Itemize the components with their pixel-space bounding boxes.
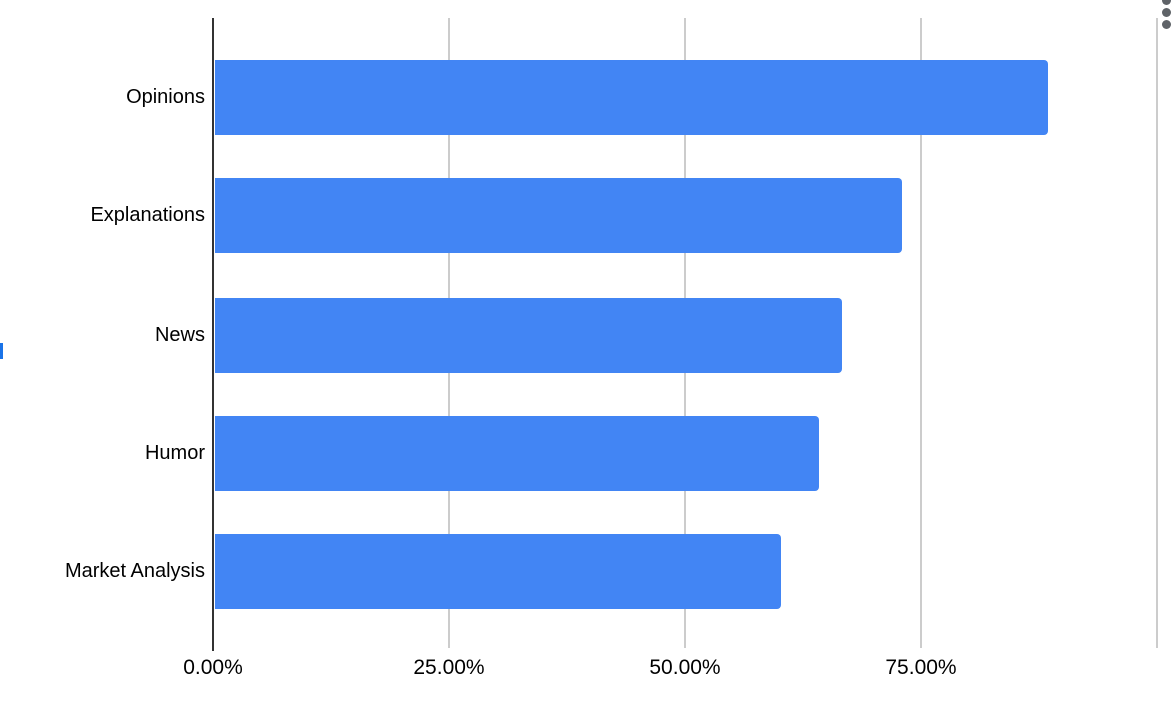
left-edge-accent-mark xyxy=(0,343,3,359)
y-axis-line xyxy=(212,18,214,651)
bar-explanations[interactable] xyxy=(215,178,902,253)
x-axis-tick-label: 25.00% xyxy=(413,656,485,679)
x-axis-tick-label: 50.00% xyxy=(649,656,721,679)
category-label: News xyxy=(154,324,205,346)
category-label: Explanations xyxy=(90,204,205,226)
category-label: Opinions xyxy=(126,86,205,108)
kebab-dot xyxy=(1162,20,1171,29)
kebab-dot xyxy=(1162,8,1171,17)
bar-humor[interactable] xyxy=(215,416,819,491)
category-label: Market Analysis xyxy=(64,560,205,582)
bar-opinions[interactable] xyxy=(215,60,1048,135)
gridline-100 xyxy=(1156,18,1158,648)
x-axis-tick-label: 0.00% xyxy=(183,656,243,679)
bar-news[interactable] xyxy=(215,298,842,373)
x-axis-tick-label: 75.00% xyxy=(885,656,957,679)
bar-market-analysis[interactable] xyxy=(215,534,781,609)
kebab-dot xyxy=(1162,0,1171,5)
more-options-icon[interactable] xyxy=(1161,0,1172,32)
category-label: Humor xyxy=(144,442,205,464)
gridline-75 xyxy=(920,18,922,648)
